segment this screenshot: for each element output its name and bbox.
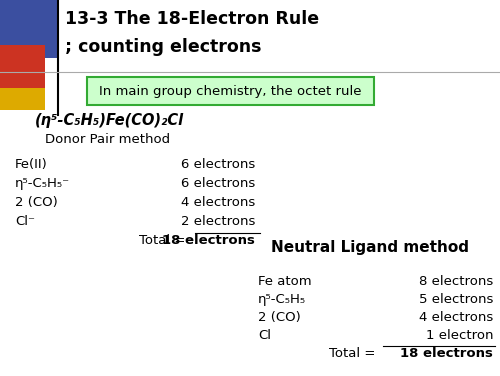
Text: Neutral Ligand method: Neutral Ligand method [271, 240, 469, 255]
Text: 6 electrons: 6 electrons [181, 177, 255, 190]
Text: η⁵-C₅H₅⁻: η⁵-C₅H₅⁻ [15, 177, 70, 190]
Text: 6 electrons: 6 electrons [181, 158, 255, 171]
Text: 18 electrons: 18 electrons [162, 234, 255, 247]
Text: 13-3 The 18-Electron Rule: 13-3 The 18-Electron Rule [65, 10, 319, 28]
Text: (η⁵-C₅H₅)Fe(CO)₂Cl: (η⁵-C₅H₅)Fe(CO)₂Cl [35, 113, 184, 128]
Text: 2 (CO): 2 (CO) [15, 196, 58, 209]
Text: Total =: Total = [140, 234, 190, 247]
Text: In main group chemistry, the octet rule: In main group chemistry, the octet rule [99, 85, 362, 97]
Text: Cl⁻: Cl⁻ [15, 215, 35, 228]
Text: Donor Pair method: Donor Pair method [45, 133, 170, 146]
Text: Fe(II): Fe(II) [15, 158, 48, 171]
Text: 18 electrons: 18 electrons [400, 347, 493, 360]
Text: 4 electrons: 4 electrons [181, 196, 255, 209]
Text: 4 electrons: 4 electrons [419, 311, 493, 324]
Bar [0, 45, 45, 90]
Text: 1 electron: 1 electron [426, 329, 493, 342]
Text: 8 electrons: 8 electrons [419, 275, 493, 288]
Text: Fe atom: Fe atom [258, 275, 312, 288]
FancyBboxPatch shape [87, 77, 374, 105]
Text: 2 electrons: 2 electrons [180, 215, 255, 228]
Text: Cl: Cl [258, 329, 271, 342]
Bar [0, 88, 45, 110]
Text: η⁵-C₅H₅: η⁵-C₅H₅ [258, 293, 306, 306]
Text: Total =: Total = [330, 347, 380, 360]
Text: 5 electrons: 5 electrons [418, 293, 493, 306]
Text: ; counting electrons: ; counting electrons [65, 38, 262, 56]
Bar [0, 0, 58, 58]
Text: 2 (CO): 2 (CO) [258, 311, 301, 324]
